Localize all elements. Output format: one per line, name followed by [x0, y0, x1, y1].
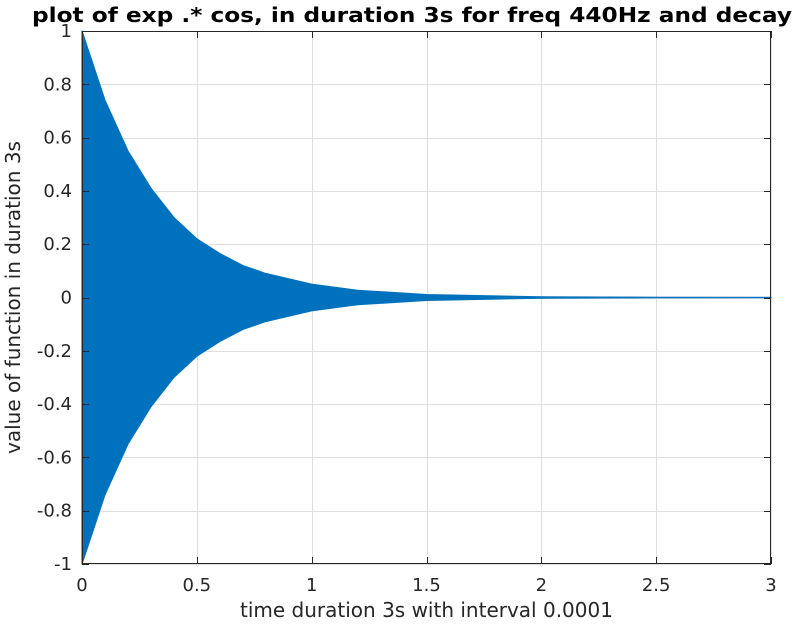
y-tick-label: -0.8 [37, 501, 72, 522]
x-axis-label: time duration 3s with interval 0.0001 [240, 598, 613, 622]
y-axis-label: value of function in duration 3s [1, 141, 25, 454]
y-tick-labels: -1 -0.8 -0.6 -0.4 -0.2 0 0.2 0.4 0.6 0.8 1 [37, 21, 72, 575]
x-tick-label: 1 [306, 575, 317, 596]
x-tick-label: 0.5 [183, 575, 212, 596]
y-tick-label: 1 [61, 21, 72, 42]
ticks [82, 31, 772, 565]
x-tick-label: 1.5 [412, 575, 441, 596]
plot-box [82, 31, 771, 564]
x-tick-label: 3 [765, 575, 776, 596]
y-tick-label: -1 [54, 554, 72, 575]
y-tick-label: -0.6 [37, 447, 72, 468]
y-tick-label: 0 [61, 288, 72, 309]
y-tick-label: -0.4 [37, 394, 72, 415]
y-tick-label: -0.2 [37, 341, 72, 362]
y-tick-label: 0.2 [43, 234, 72, 255]
y-tick-label: 0.8 [43, 74, 72, 95]
y-tick-label: 0.6 [43, 128, 72, 149]
x-tick-label: 2.5 [642, 575, 671, 596]
x-tick-label: 2 [536, 575, 547, 596]
x-tick-labels: 0 0.5 1 1.5 2 2.5 3 [76, 575, 776, 596]
y-tick-label: 0.4 [43, 181, 72, 202]
chart-title: plot of exp .* cos, in duration 3s for f… [32, 3, 792, 27]
x-tick-label: 0 [76, 575, 87, 596]
